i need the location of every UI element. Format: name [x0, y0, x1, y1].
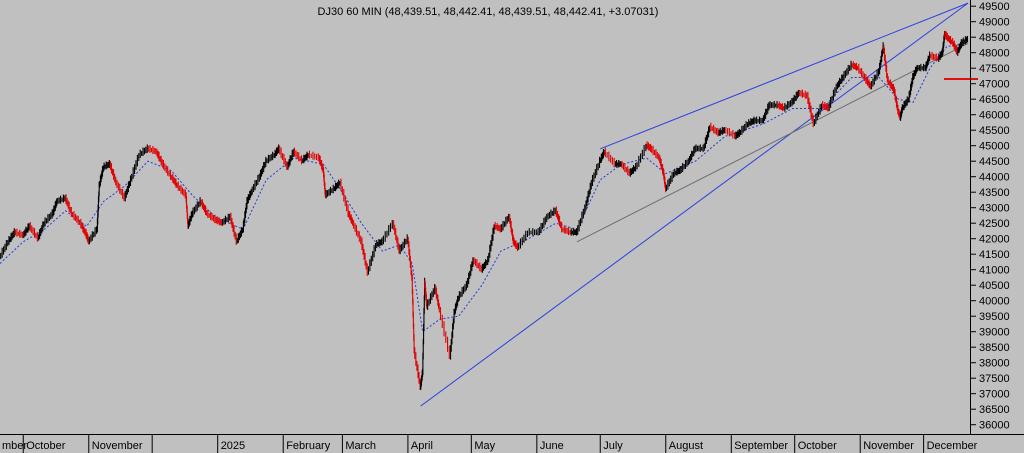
- y-tick-label: 40500: [979, 280, 1010, 292]
- y-tick-label: 46000: [979, 110, 1010, 122]
- x-tick-label: October: [798, 440, 837, 452]
- y-tick-label: 37000: [979, 389, 1010, 401]
- chart-title: DJ30 60 MIN (48,439.51, 48,442.41, 48,43…: [318, 6, 659, 18]
- x-tick-label: November: [863, 440, 914, 452]
- y-tick-label: 45000: [979, 141, 1010, 153]
- y-tick-label: 37500: [979, 373, 1010, 385]
- y-tick-label: 44000: [979, 172, 1010, 184]
- y-tick-label: 39000: [979, 327, 1010, 339]
- y-tick-label: 36500: [979, 404, 1010, 416]
- x-tick-label: February: [286, 440, 331, 452]
- y-tick-label: 38500: [979, 342, 1010, 354]
- y-tick-label: 44500: [979, 156, 1010, 168]
- y-tick-label: 42500: [979, 218, 1010, 230]
- trendline: [600, 2, 969, 150]
- x-tick-label: May: [474, 440, 495, 452]
- y-tick-label: 38000: [979, 358, 1010, 370]
- y-tick-label: 43500: [979, 187, 1010, 199]
- y-tick-label: 40000: [979, 296, 1010, 308]
- y-tick-label: 41000: [979, 265, 1010, 277]
- moving-average-series: [0, 42, 969, 333]
- y-tick-label: 48500: [979, 32, 1010, 44]
- y-tick-label: 39500: [979, 311, 1010, 323]
- price-series: [0, 30, 969, 390]
- x-tick-label: September: [734, 440, 788, 452]
- y-tick-label: 41500: [979, 249, 1010, 261]
- x-tick-label: 2025: [221, 440, 245, 452]
- x-tick-label: March: [345, 440, 376, 452]
- x-axis: mber October November 2025 February March Apri…: [2, 434, 978, 453]
- moving-average-line: [0, 42, 969, 333]
- y-tick-label: 49500: [979, 1, 1010, 13]
- y-tick-label: 45500: [979, 125, 1010, 137]
- y-tick-label: 47500: [979, 63, 1010, 75]
- x-tick-label: June: [540, 440, 564, 452]
- y-tick-label: 48000: [979, 48, 1010, 60]
- y-axis: 36000 36500 37000 37500 38000 38500 39000 39500…: [970, 1, 1010, 432]
- y-tick-label: 46500: [979, 94, 1010, 106]
- y-tick-label: 36000: [979, 420, 1010, 432]
- x-tick-label: December: [927, 440, 978, 452]
- x-tick-label: July: [603, 440, 623, 452]
- x-tick-label: mber: [2, 440, 27, 452]
- x-tick-label: November: [92, 440, 143, 452]
- x-tick-label: April: [411, 440, 433, 452]
- trendline: [576, 42, 969, 243]
- x-tick-label: October: [26, 440, 65, 452]
- y-tick-label: 49000: [979, 17, 1010, 29]
- y-tick-label: 43000: [979, 203, 1010, 215]
- y-tick-label: 47000: [979, 79, 1010, 91]
- x-tick-label: August: [669, 440, 703, 452]
- y-tick-label: 42000: [979, 234, 1010, 246]
